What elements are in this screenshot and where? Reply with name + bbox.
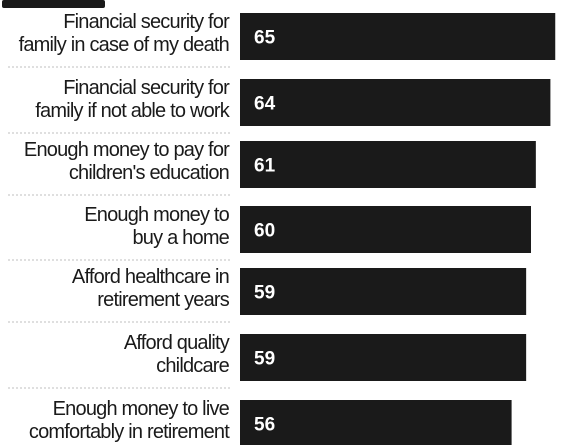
value-label-2: 64 xyxy=(254,94,276,115)
category-label-7-line-2: comfortably in retirement xyxy=(29,421,230,443)
value-label-4: 60 xyxy=(254,221,275,242)
category-label-5-line-1: Afford healthcare in xyxy=(72,266,229,288)
value-label-7: 56 xyxy=(254,415,275,436)
category-label-7-line-1: Enough money to live xyxy=(53,398,230,420)
bar-6 xyxy=(240,334,527,381)
category-label-2-line-2: family if not able to work xyxy=(35,100,231,122)
category-label-1-line-1: Financial security for xyxy=(63,11,230,33)
bar-7 xyxy=(240,400,512,445)
bar-2 xyxy=(240,79,551,126)
category-label-4-line-1: Enough money to xyxy=(84,204,229,226)
category-label-6-line-2: childcare xyxy=(156,355,230,377)
category-label-5-line-2: retirement years xyxy=(97,289,229,311)
category-label-1-line-2: family in case of my death xyxy=(19,34,229,56)
category-label-2-line-1: Financial security for xyxy=(63,77,230,99)
category-label-3-line-1: Enough money to pay for xyxy=(24,139,230,161)
bar-3 xyxy=(240,141,536,188)
category-label-3-line-2: children's education xyxy=(69,162,229,184)
value-label-6: 59 xyxy=(254,349,275,370)
value-label-1: 65 xyxy=(254,28,276,49)
value-label-3: 61 xyxy=(254,156,276,177)
bar-5 xyxy=(240,268,527,315)
bar-4 xyxy=(240,206,531,253)
category-label-6-line-1: Afford quality xyxy=(124,332,230,354)
category-label-4-line-2: buy a home xyxy=(132,227,229,249)
header-tab xyxy=(2,0,105,8)
value-label-5: 59 xyxy=(254,283,275,304)
bar-1 xyxy=(240,13,556,60)
